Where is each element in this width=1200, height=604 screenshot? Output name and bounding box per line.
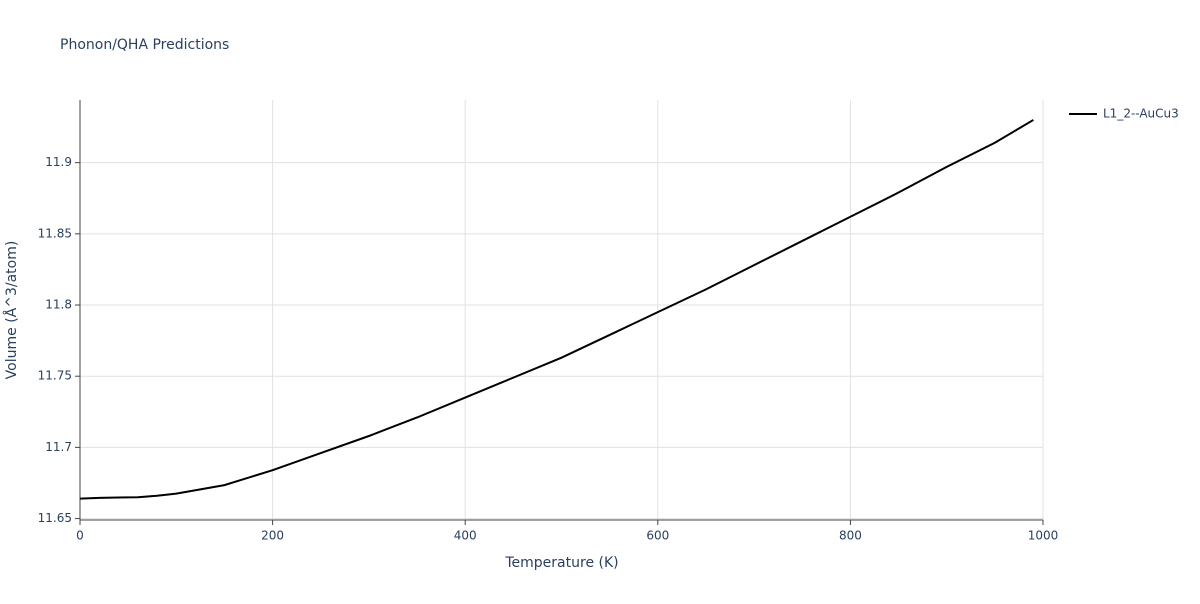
chart-title: Phonon/QHA Predictions xyxy=(60,37,229,53)
x-axis-label: Temperature (K) xyxy=(504,555,618,571)
y-tick-label: 11.75 xyxy=(38,369,72,383)
y-axis-label: Volume (Å^3/atom) xyxy=(3,241,20,380)
y-tick-label: 11.85 xyxy=(38,226,72,240)
x-tick-label: 800 xyxy=(839,529,862,543)
data-line xyxy=(79,119,1034,500)
y-tick-label: 11.65 xyxy=(38,511,72,525)
x-tick-label: 0 xyxy=(76,529,84,543)
y-tick-label: 11.8 xyxy=(45,298,72,312)
x-tick-label: 200 xyxy=(261,529,284,543)
x-tick-label: 1000 xyxy=(1028,529,1059,543)
x-tick-label: 600 xyxy=(646,529,669,543)
y-tick-label: 11.9 xyxy=(45,155,72,169)
legend-label: L1_2--AuCu3 xyxy=(1103,107,1179,121)
x-tick-label: 400 xyxy=(454,529,477,543)
y-tick-label: 11.7 xyxy=(45,440,72,454)
